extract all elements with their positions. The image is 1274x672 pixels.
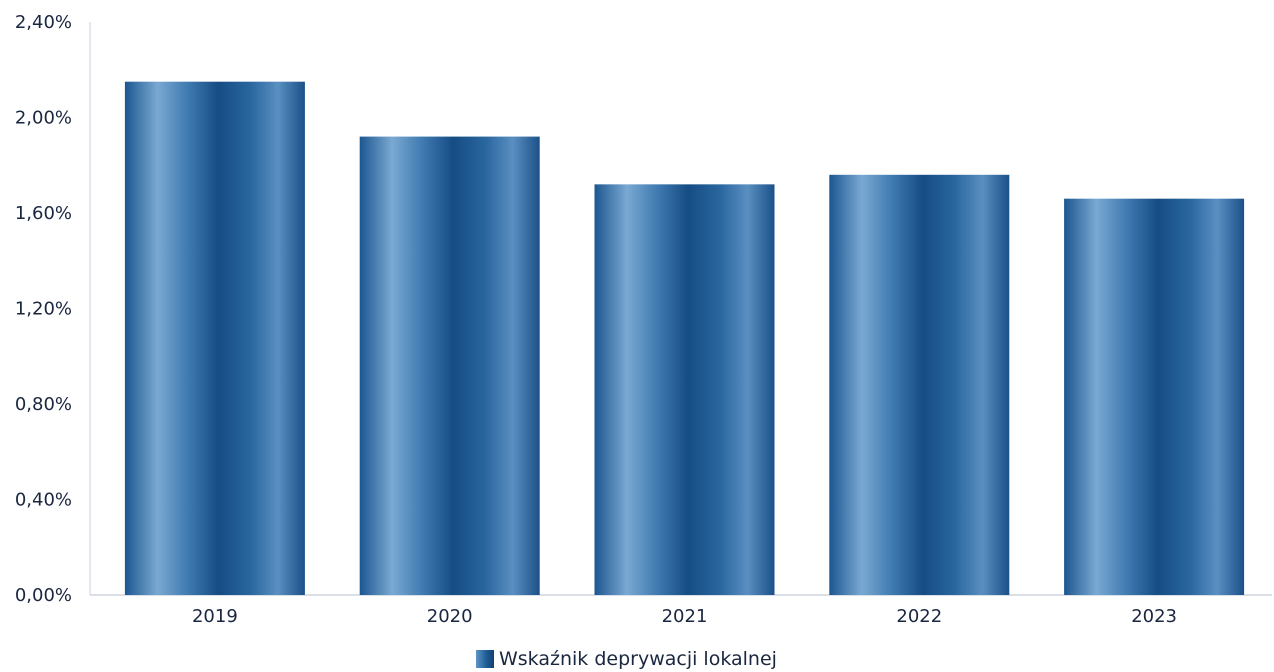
bar-2020 [359, 136, 540, 595]
bar-2022 [829, 174, 1010, 596]
y-tick-label: 2,00% [15, 108, 72, 129]
y-tick-label: 0,00% [15, 585, 72, 606]
y-tick-label: 2,40% [15, 12, 72, 33]
x-tick-label: 2021 [662, 606, 708, 627]
bar-2021 [594, 184, 775, 595]
bar-2023 [1064, 198, 1245, 596]
legend: Wskaźnik deprywacji lokalnej [476, 648, 777, 670]
legend-label: Wskaźnik deprywacji lokalnej [499, 648, 777, 670]
bar-2019 [124, 81, 305, 595]
x-tick-label: 2020 [427, 606, 473, 627]
x-tick-label: 2019 [192, 606, 238, 627]
y-tick-label: 0,40% [15, 490, 72, 511]
bars-group [124, 81, 1245, 596]
y-axis-tick-labels: 0,00% 0,40% 0,80% 1,20% 1,60% 2,00% 2,40% [15, 12, 72, 606]
y-tick-label: 1,20% [15, 299, 72, 320]
x-tick-label: 2022 [896, 606, 942, 627]
x-axis-tick-labels: 2019 2020 2021 2022 2023 [192, 606, 1177, 627]
legend-swatch [476, 650, 494, 668]
x-tick-label: 2023 [1131, 606, 1177, 627]
y-tick-label: 0,80% [15, 394, 72, 415]
y-tick-label: 1,60% [15, 203, 72, 224]
